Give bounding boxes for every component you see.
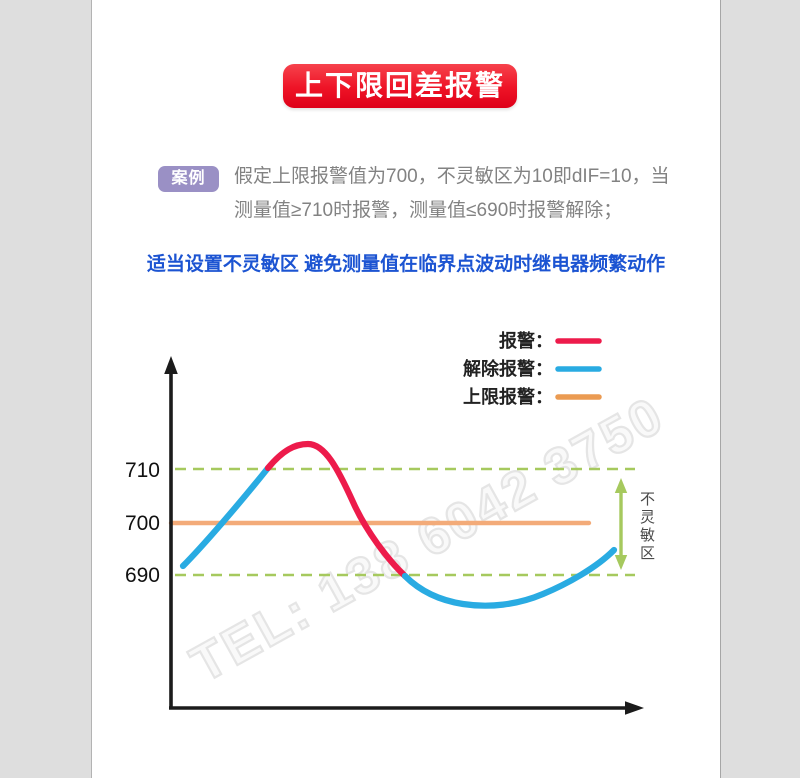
content-panel: 上下限回差报警 案例 假定上限报警值为700，不灵敏区为10即dIF=10，当 … bbox=[91, 0, 721, 778]
hysteresis-chart: 报警： 解除报警： 上限报警： 710 700 690 bbox=[125, 330, 644, 715]
deadband-range-arrow bbox=[614, 478, 628, 570]
y-tick-710: 710 bbox=[125, 459, 160, 482]
y-tick-690: 690 bbox=[125, 564, 160, 587]
case-badge: 案例 bbox=[158, 166, 219, 192]
y-tick-700: 700 bbox=[125, 512, 160, 535]
x-axis-arrow-icon bbox=[625, 701, 644, 715]
page-title: 上下限回差报警 bbox=[283, 64, 517, 108]
deadband-arrow-down-icon bbox=[614, 555, 628, 570]
release-curve-falling-segment bbox=[401, 546, 618, 609]
case-description-line-1: 假定上限报警值为700，不灵敏区为10即dIF=10，当 bbox=[234, 166, 670, 187]
chart-legend: 报警： 解除报警： 上限报警： bbox=[463, 330, 602, 407]
release-curve-rising-segment bbox=[179, 464, 272, 570]
deadband-label: 不灵敏区 bbox=[638, 491, 655, 563]
case-description-line-2: 测量值≥710时报警，测量值≤690时报警解除； bbox=[234, 200, 623, 221]
deadband-advice-note: 适当设置不灵敏区 避免测量值在临界点波动时继电器频繁动作 bbox=[146, 254, 666, 275]
y-axis-arrow-icon bbox=[164, 356, 178, 374]
legend-label-release: 解除报警： bbox=[463, 358, 553, 379]
case-description: 假定上限报警值为700，不灵敏区为10即dIF=10，当 测量值≥710时报警，… bbox=[234, 160, 674, 228]
deadband-arrow-up-icon bbox=[614, 478, 628, 493]
legend-label-alarm: 报警： bbox=[499, 330, 553, 351]
alarm-curve-segment bbox=[264, 440, 409, 580]
legend-label-upper-limit: 上限报警： bbox=[463, 386, 553, 407]
